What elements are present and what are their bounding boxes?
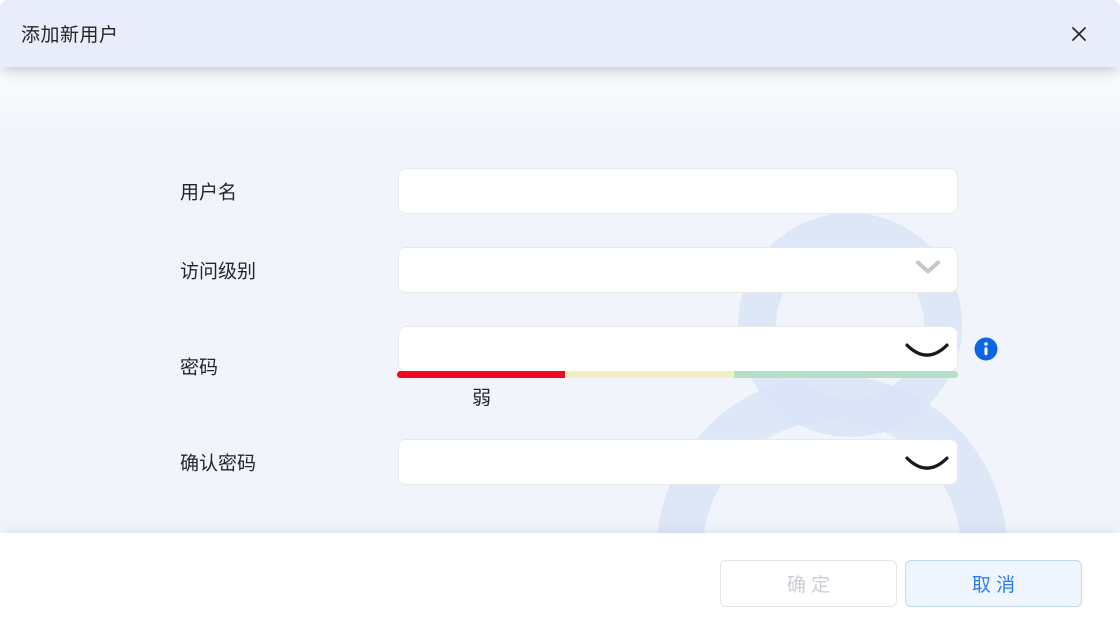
cancel-button[interactable]: 取 消 xyxy=(905,560,1082,607)
access-level-select[interactable] xyxy=(398,247,958,293)
ok-button[interactable]: 确 定 xyxy=(720,560,897,607)
username-label: 用户名 xyxy=(180,182,238,204)
password-strength-label: 弱 xyxy=(471,388,491,409)
password-input[interactable] xyxy=(399,327,957,371)
info-icon xyxy=(974,337,998,364)
access-level-label: 访问级别 xyxy=(180,261,257,283)
close-button[interactable] xyxy=(1065,20,1093,48)
confirm-password-label: 确认密码 xyxy=(180,453,257,475)
strength-segment-strong xyxy=(733,371,958,378)
dialog-header: 添加新用户 xyxy=(0,0,1120,67)
confirm-password-input[interactable] xyxy=(399,440,957,484)
confirm-password-input-box xyxy=(398,439,958,485)
dialog-footer: 确 定 取 消 xyxy=(0,533,1120,628)
strength-segment-medium xyxy=(565,371,734,378)
close-icon xyxy=(1069,24,1089,44)
password-visibility-toggle[interactable] xyxy=(903,339,951,365)
password-info-button[interactable] xyxy=(974,337,998,361)
dialog-body: 用户名 访问级别 密码 xyxy=(0,67,1120,533)
username-input[interactable] xyxy=(399,169,957,213)
dialog-title: 添加新用户 xyxy=(21,25,119,46)
password-label: 密码 xyxy=(180,357,219,379)
chevron-down-icon xyxy=(915,260,941,281)
password-strength-bar xyxy=(397,371,958,378)
confirm-password-visibility-toggle[interactable] xyxy=(903,452,951,478)
strength-segment-weak xyxy=(397,371,566,378)
password-input-box xyxy=(398,326,958,372)
eye-closed-icon xyxy=(903,339,951,366)
eye-closed-icon xyxy=(903,452,951,479)
username-input-box xyxy=(398,168,958,214)
